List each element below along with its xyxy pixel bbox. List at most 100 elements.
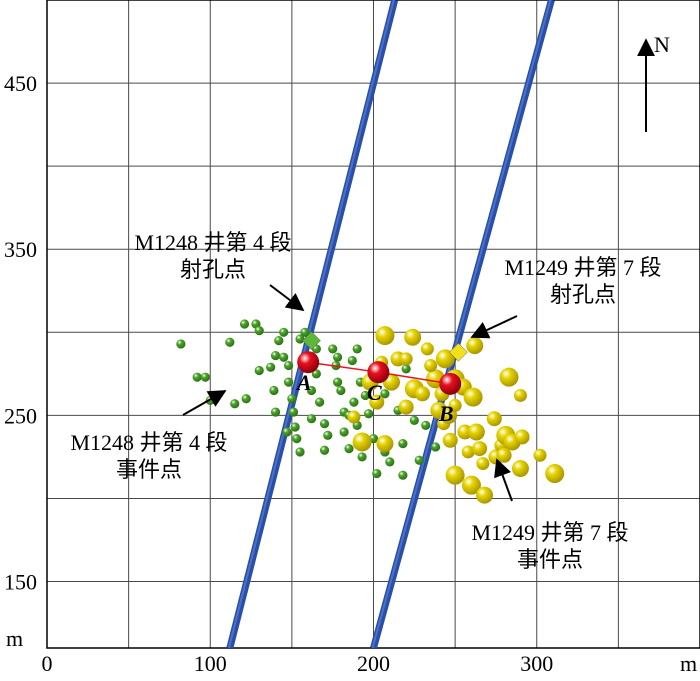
x-tick-label: 300 bbox=[520, 651, 553, 676]
event-point bbox=[398, 439, 408, 449]
event-point bbox=[274, 336, 284, 346]
x-tick-label: 100 bbox=[194, 651, 227, 676]
center-label: A bbox=[295, 370, 312, 395]
plot-area bbox=[176, 0, 565, 648]
event-point bbox=[461, 475, 481, 495]
event-point bbox=[424, 359, 438, 373]
event-point bbox=[279, 352, 289, 362]
event-point bbox=[192, 372, 202, 382]
event-point bbox=[352, 344, 362, 354]
y-tick-label: 450 bbox=[4, 71, 37, 96]
well-line-highlight bbox=[227, 0, 395, 648]
event-point bbox=[344, 444, 354, 454]
well-trajectory-1 bbox=[226, 0, 399, 648]
event-point bbox=[398, 399, 414, 415]
event-point bbox=[476, 457, 490, 471]
event-point bbox=[200, 372, 210, 382]
x-tick-label: 200 bbox=[357, 651, 390, 676]
event-point bbox=[279, 327, 289, 337]
north-label: N bbox=[654, 32, 670, 57]
event-point bbox=[332, 352, 343, 362]
event-point bbox=[457, 424, 473, 440]
tick-labels: 0 100 200 300 150 250 350 450 bbox=[4, 71, 553, 676]
event-point bbox=[295, 334, 305, 344]
event-point bbox=[372, 468, 382, 479]
event-point bbox=[349, 397, 359, 407]
annotation-text: 事件点 bbox=[517, 547, 583, 572]
center-point bbox=[439, 372, 462, 395]
event-point bbox=[360, 390, 370, 401]
event-point bbox=[282, 427, 292, 437]
center-point bbox=[297, 351, 320, 374]
event-point bbox=[295, 447, 305, 457]
event-point bbox=[339, 427, 349, 437]
y-tick-label: 250 bbox=[4, 403, 37, 428]
event-point bbox=[380, 389, 390, 399]
annotation-text: 射孔点 bbox=[550, 282, 616, 307]
series-m1249-events bbox=[347, 326, 565, 504]
event-point bbox=[225, 337, 235, 347]
well-line-highlight bbox=[371, 0, 552, 648]
event-point bbox=[435, 349, 455, 369]
event-point bbox=[430, 442, 441, 452]
event-point bbox=[357, 452, 367, 462]
center-point bbox=[367, 361, 390, 384]
event-point bbox=[239, 319, 250, 329]
event-point bbox=[306, 385, 317, 396]
event-point bbox=[241, 394, 251, 404]
event-point bbox=[463, 387, 483, 407]
series-m1248-events bbox=[176, 319, 444, 480]
event-point bbox=[290, 422, 300, 432]
event-point bbox=[461, 445, 475, 459]
perforation-point bbox=[302, 331, 321, 350]
center-label: B bbox=[438, 401, 454, 426]
event-point bbox=[472, 441, 488, 457]
north-arrow: N bbox=[637, 32, 670, 132]
event-point bbox=[254, 365, 264, 376]
y-tick-label: 150 bbox=[4, 570, 37, 595]
event-point bbox=[292, 434, 302, 444]
x-tick-label: 0 bbox=[42, 651, 53, 676]
annotation-arrow bbox=[494, 458, 513, 502]
event-point bbox=[404, 328, 422, 346]
event-point bbox=[486, 411, 502, 427]
annotation-text: M1248 井第 4 段 bbox=[134, 230, 291, 255]
event-point bbox=[336, 385, 346, 396]
y-tick-label: 350 bbox=[4, 237, 37, 262]
event-point bbox=[352, 432, 372, 452]
event-point bbox=[376, 435, 394, 453]
event-point bbox=[347, 410, 361, 424]
event-point bbox=[288, 407, 299, 417]
event-point bbox=[364, 409, 374, 419]
event-point bbox=[319, 445, 330, 455]
x-axis-label: m bbox=[680, 651, 697, 676]
event-point bbox=[347, 355, 357, 366]
event-point bbox=[300, 327, 310, 337]
center-label: C bbox=[367, 380, 382, 405]
event-point bbox=[306, 414, 317, 424]
event-point bbox=[375, 326, 395, 346]
event-point bbox=[319, 419, 330, 429]
event-point bbox=[398, 470, 408, 480]
annotation-arrow bbox=[269, 284, 305, 312]
annotation-text: 事件点 bbox=[116, 457, 182, 482]
event-point bbox=[545, 464, 565, 484]
event-point bbox=[533, 448, 547, 462]
event-point bbox=[254, 326, 264, 336]
annotation-text: M1249 井第 7 段 bbox=[471, 520, 628, 545]
perforation-point bbox=[449, 342, 468, 362]
event-point bbox=[420, 342, 434, 356]
event-point bbox=[421, 420, 431, 430]
event-point bbox=[445, 465, 465, 485]
annotation-text: M1248 井第 4 段 bbox=[70, 430, 227, 455]
event-point bbox=[442, 432, 458, 448]
event-point bbox=[315, 397, 325, 407]
event-point bbox=[399, 352, 413, 366]
event-point bbox=[476, 486, 494, 504]
event-point bbox=[311, 369, 321, 379]
event-point bbox=[269, 385, 279, 396]
event-point bbox=[284, 377, 294, 387]
event-point bbox=[369, 394, 385, 410]
